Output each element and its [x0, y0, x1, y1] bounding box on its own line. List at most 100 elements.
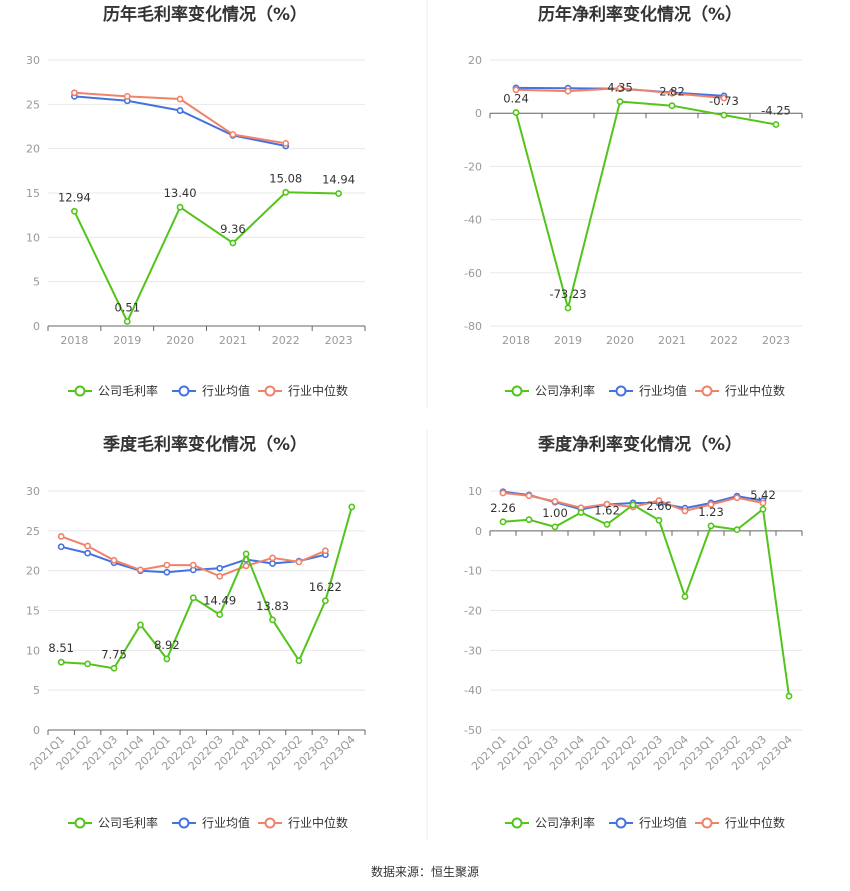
- data-point[interactable]: [499, 518, 507, 526]
- y-tick-label: 0: [475, 525, 482, 538]
- data-point[interactable]: [163, 568, 171, 576]
- data-point[interactable]: [71, 89, 78, 97]
- data-label: 2.26: [490, 501, 516, 515]
- legend-item[interactable]: 行业中位数: [725, 383, 785, 398]
- data-point[interactable]: [668, 89, 676, 97]
- data-point[interactable]: [512, 86, 520, 94]
- data-point[interactable]: [84, 660, 92, 668]
- data-point[interactable]: [733, 494, 741, 502]
- data-point[interactable]: [176, 95, 184, 103]
- data-point[interactable]: [216, 572, 224, 580]
- legend-item[interactable]: 行业中位数: [725, 815, 785, 830]
- legend-item[interactable]: 行业均值: [202, 815, 250, 830]
- data-point[interactable]: [242, 550, 250, 558]
- data-point[interactable]: [176, 107, 184, 114]
- series-line-0: [502, 503, 790, 697]
- data-point[interactable]: [655, 516, 663, 524]
- y-tick-label: -30: [464, 644, 482, 657]
- data-point[interactable]: [163, 561, 171, 569]
- x-tick-label: 2020: [606, 334, 634, 347]
- legend-item[interactable]: 行业中位数: [288, 815, 348, 830]
- data-point[interactable]: [759, 505, 767, 513]
- data-point[interactable]: [282, 188, 290, 196]
- data-point[interactable]: [720, 94, 728, 102]
- data-point[interactable]: [681, 593, 689, 600]
- data-point[interactable]: [616, 84, 624, 92]
- data-point[interactable]: [57, 658, 65, 666]
- legend-item[interactable]: 公司毛利率: [98, 383, 158, 398]
- data-point[interactable]: [123, 92, 131, 100]
- data-point[interactable]: [123, 318, 131, 325]
- data-point[interactable]: [629, 501, 637, 509]
- y-tick-label: 15: [26, 187, 40, 200]
- data-point[interactable]: [110, 556, 118, 564]
- data-point[interactable]: [137, 566, 144, 574]
- data-point[interactable]: [512, 109, 520, 116]
- legend-item[interactable]: 公司毛利率: [98, 815, 158, 830]
- data-point[interactable]: [176, 203, 184, 211]
- data-point[interactable]: [71, 207, 78, 215]
- data-point[interactable]: [282, 139, 290, 147]
- data-point[interactable]: [525, 492, 533, 500]
- data-point[interactable]: [564, 87, 572, 95]
- data-point[interactable]: [733, 526, 741, 534]
- data-point[interactable]: [525, 516, 533, 524]
- data-point[interactable]: [564, 304, 572, 312]
- x-tick-label: 2020: [166, 334, 194, 347]
- data-point[interactable]: [603, 520, 611, 528]
- data-point[interactable]: [321, 597, 329, 605]
- data-point[interactable]: [321, 547, 329, 555]
- data-point[interactable]: [57, 543, 65, 551]
- data-point[interactable]: [668, 102, 676, 110]
- data-point[interactable]: [655, 497, 663, 504]
- data-point[interactable]: [189, 594, 197, 602]
- data-point[interactable]: [163, 655, 171, 663]
- data-point[interactable]: [707, 522, 715, 530]
- data-point[interactable]: [189, 561, 197, 569]
- data-point[interactable]: [269, 560, 276, 567]
- x-tick-label: 2018: [502, 334, 530, 347]
- data-point[interactable]: [785, 692, 793, 700]
- data-point[interactable]: [295, 558, 303, 566]
- data-point[interactable]: [216, 564, 224, 572]
- data-point[interactable]: [110, 664, 118, 672]
- x-tick-label: 2019: [554, 334, 582, 347]
- data-point[interactable]: [216, 611, 224, 618]
- data-point[interactable]: [759, 499, 767, 507]
- legend-item[interactable]: 行业均值: [639, 383, 687, 398]
- data-point[interactable]: [84, 549, 92, 557]
- data-point[interactable]: [57, 533, 65, 540]
- data-point[interactable]: [707, 501, 715, 508]
- y-tick-label: 5: [33, 276, 40, 289]
- data-point[interactable]: [577, 509, 585, 516]
- legend-item[interactable]: 公司净利率: [535, 815, 595, 830]
- data-point[interactable]: [335, 190, 342, 197]
- legend-item[interactable]: 行业中位数: [288, 383, 348, 398]
- y-tick-label: -20: [464, 160, 482, 173]
- data-label: 0.51: [114, 300, 140, 314]
- legend-item[interactable]: 行业均值: [202, 383, 250, 398]
- legend-item[interactable]: 公司净利率: [535, 383, 595, 398]
- data-point[interactable]: [348, 503, 356, 511]
- data-point[interactable]: [603, 500, 611, 508]
- data-point[interactable]: [137, 621, 144, 629]
- x-tick-label: 2021: [219, 334, 247, 347]
- data-point[interactable]: [551, 523, 559, 531]
- data-point[interactable]: [269, 616, 276, 624]
- data-point[interactable]: [720, 111, 728, 119]
- data-point[interactable]: [681, 507, 689, 515]
- data-point[interactable]: [772, 121, 780, 128]
- data-label: 9.36: [220, 222, 246, 236]
- data-point[interactable]: [229, 131, 237, 138]
- data-point[interactable]: [84, 542, 92, 550]
- data-point[interactable]: [295, 657, 303, 665]
- data-point[interactable]: [499, 489, 507, 497]
- data-point[interactable]: [229, 239, 237, 247]
- data-point[interactable]: [551, 497, 559, 505]
- data-point[interactable]: [269, 554, 276, 562]
- data-point[interactable]: [616, 98, 624, 106]
- legend-item[interactable]: 行业均值: [639, 815, 687, 830]
- data-point[interactable]: [242, 562, 250, 570]
- x-tick-label: 2018: [60, 334, 88, 347]
